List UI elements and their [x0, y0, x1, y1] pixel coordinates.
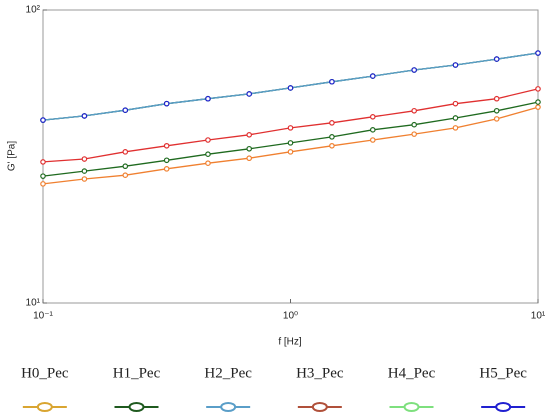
- legend-label: H4_Pec: [388, 365, 436, 381]
- marker: [329, 120, 335, 126]
- marker: [205, 151, 211, 157]
- y-axis-label: G' [Pa]: [7, 141, 18, 171]
- marker: [40, 159, 46, 165]
- marker: [287, 149, 294, 155]
- marker: [329, 142, 335, 149]
- plot-frame: [42, 9, 539, 304]
- legend-marker: [495, 402, 512, 412]
- legend-marker: [36, 402, 53, 412]
- marker: [163, 157, 170, 164]
- marker: [246, 91, 253, 97]
- marker: [452, 115, 459, 121]
- marker: [411, 107, 417, 114]
- marker: [205, 137, 211, 143]
- x-axis-label: f [Hz]: [278, 337, 302, 348]
- marker: [246, 155, 253, 162]
- x-tick-label: 10¹: [531, 311, 546, 322]
- marker: [411, 67, 417, 73]
- marker: [40, 117, 46, 123]
- marker: [452, 62, 459, 68]
- marker: [287, 140, 294, 146]
- marker: [369, 137, 376, 143]
- x-tick-label: 10⁻¹: [33, 311, 53, 322]
- marker: [411, 131, 417, 137]
- x-tick-label: 10⁰: [283, 311, 298, 322]
- marker: [163, 142, 170, 149]
- marker: [246, 145, 253, 152]
- y-tick-label: 10²: [26, 5, 41, 16]
- marker: [81, 176, 88, 182]
- marker: [205, 160, 211, 167]
- marker: [81, 113, 88, 119]
- marker: [493, 95, 500, 102]
- marker: [122, 107, 129, 114]
- marker: [493, 116, 500, 122]
- marker: [452, 125, 459, 131]
- marker: [535, 86, 541, 92]
- legend-marker: [311, 402, 328, 412]
- marker: [122, 172, 129, 179]
- series-line: [42, 101, 539, 177]
- marker: [493, 56, 500, 62]
- marker: [493, 107, 500, 114]
- marker: [369, 73, 376, 79]
- marker: [163, 100, 170, 107]
- marker: [369, 127, 376, 133]
- legend-marker: [403, 402, 420, 412]
- legend-label: H2_Pec: [204, 365, 252, 381]
- legend-label: H5_Pec: [479, 365, 527, 381]
- marker: [81, 168, 88, 174]
- marker: [535, 99, 541, 105]
- marker: [122, 149, 129, 155]
- marker: [163, 166, 170, 172]
- marker: [81, 156, 88, 162]
- legend-label: H0_Pec: [21, 365, 69, 381]
- legend-label: H1_Pec: [113, 365, 161, 381]
- marker: [411, 121, 417, 128]
- marker: [535, 104, 541, 110]
- marker: [369, 114, 376, 120]
- marker: [287, 125, 294, 131]
- legend-marker: [220, 402, 237, 412]
- marker: [535, 50, 541, 56]
- marker: [205, 95, 211, 102]
- marker: [287, 85, 294, 91]
- marker: [246, 132, 253, 138]
- marker: [122, 163, 129, 170]
- marker: [40, 173, 46, 179]
- marker: [40, 181, 46, 187]
- marker: [329, 78, 335, 85]
- legend-marker: [128, 402, 145, 412]
- marker: [329, 134, 335, 140]
- y-tick-label: 10¹: [26, 298, 41, 309]
- legend-label: H3_Pec: [296, 365, 344, 381]
- marker: [452, 100, 459, 107]
